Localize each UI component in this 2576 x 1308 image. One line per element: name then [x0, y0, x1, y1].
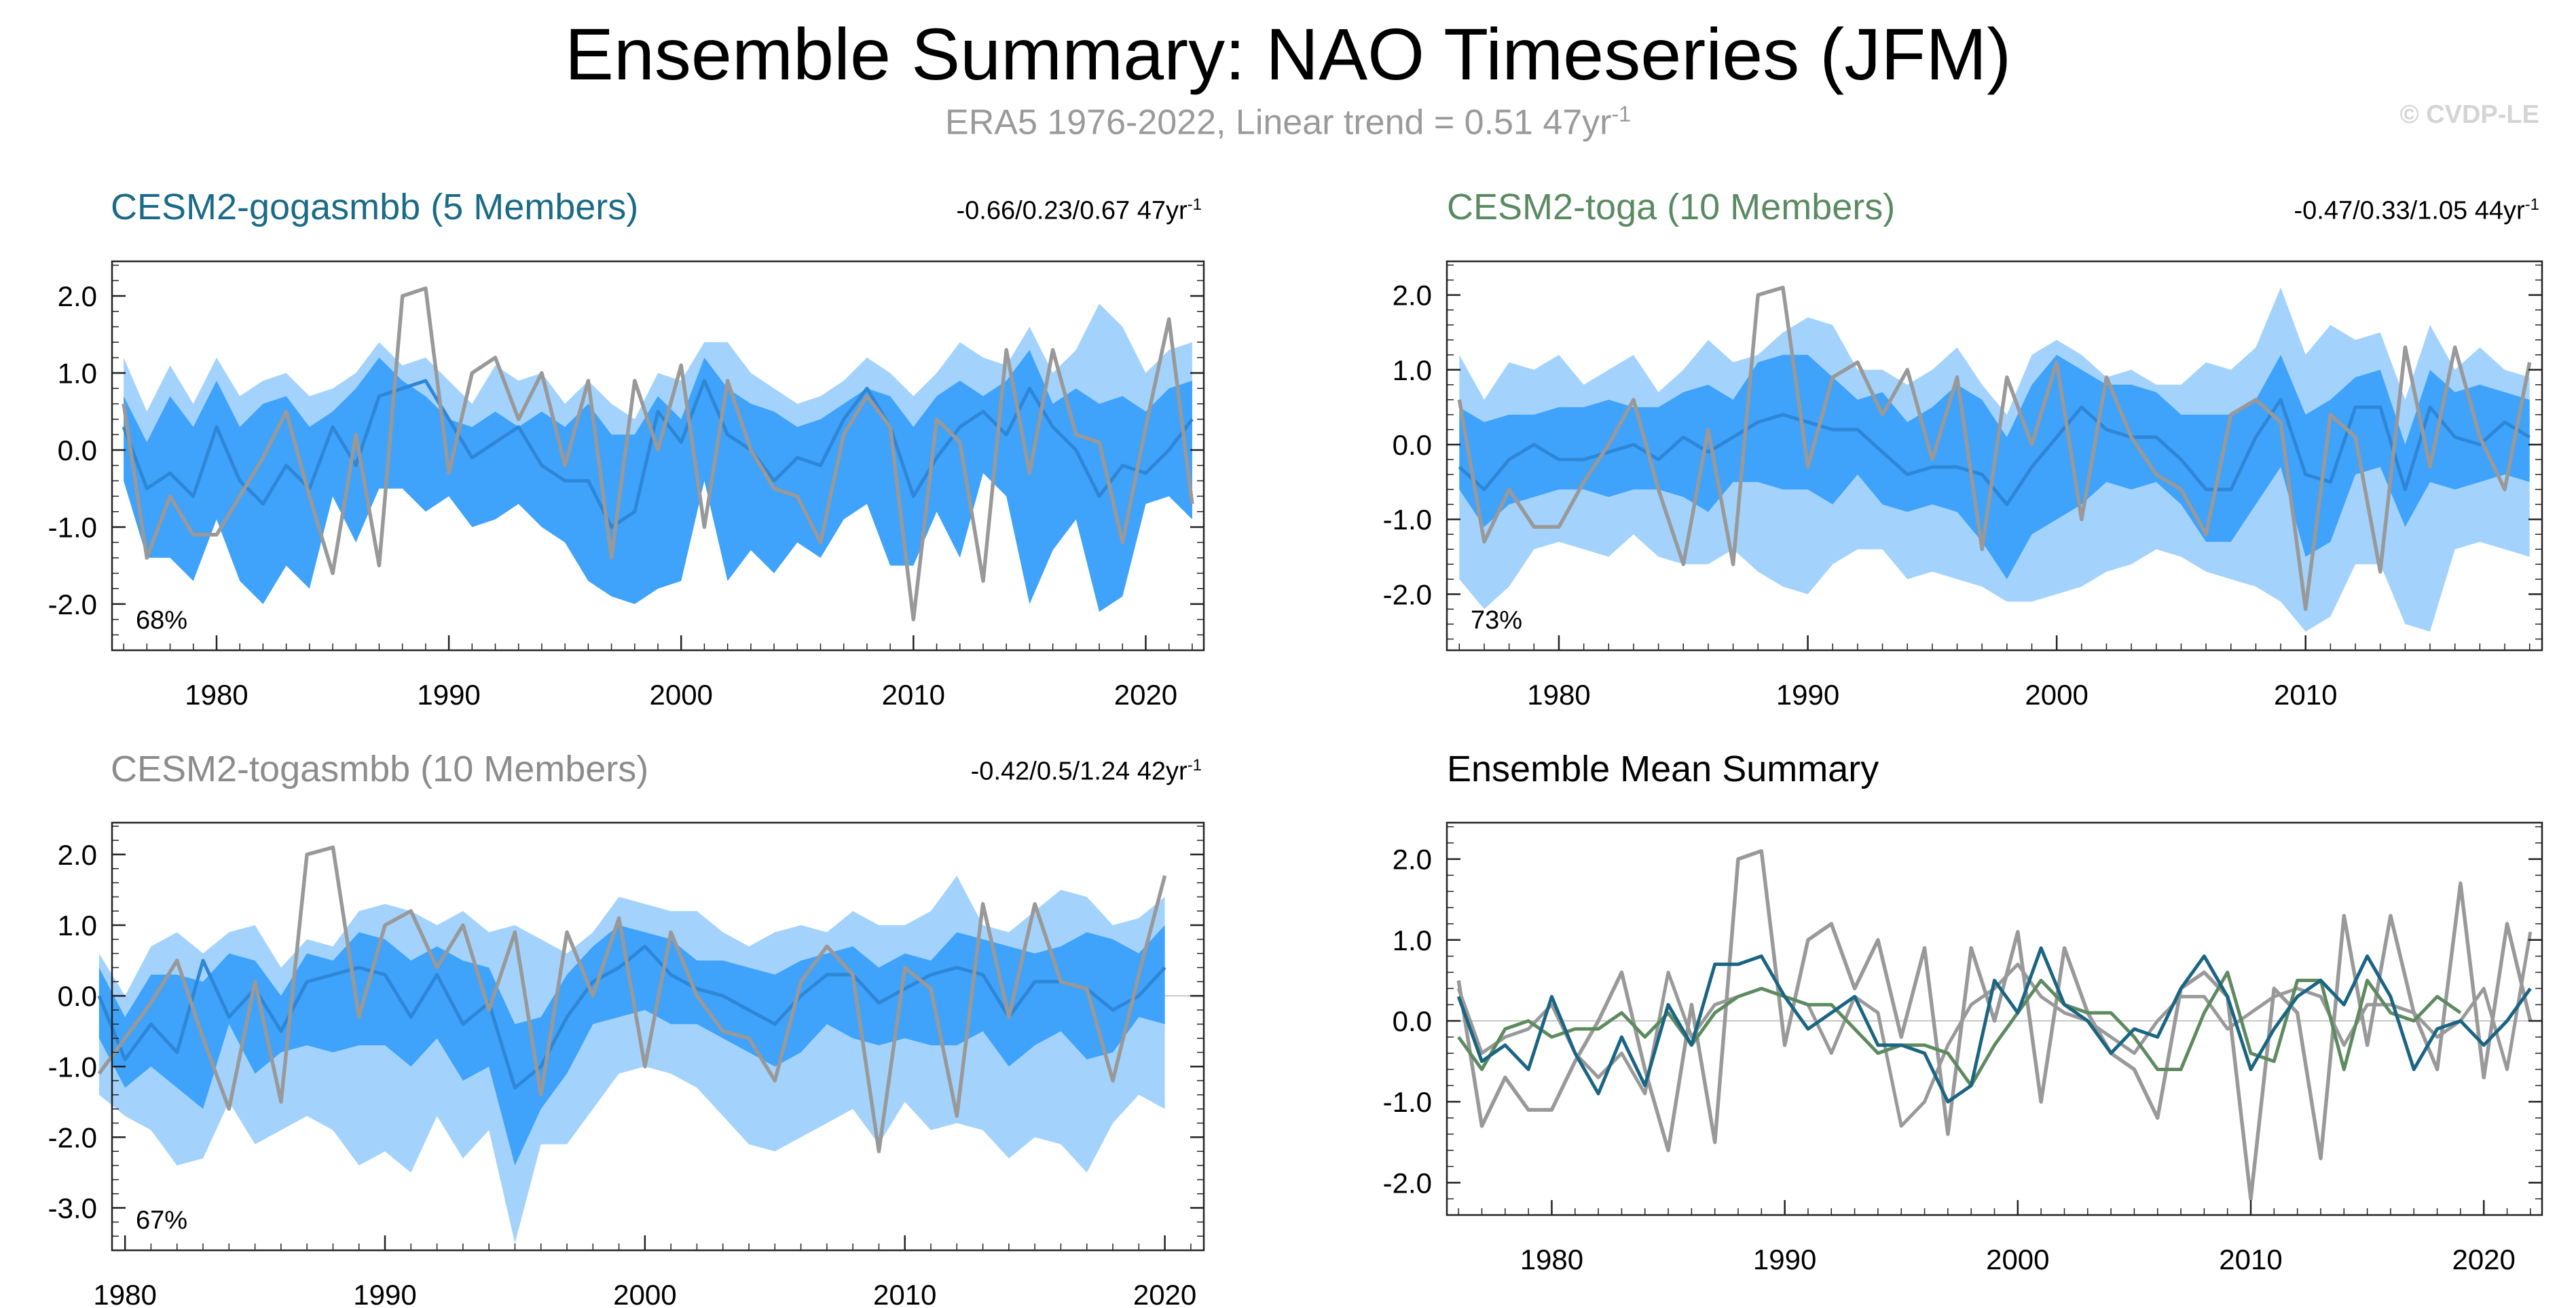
panel-2-title: CESM2-toga (10 Members)	[1447, 187, 1896, 227]
main-title: Ensemble Summary: NAO Timeseries (JFM)	[564, 13, 2012, 95]
y-tick-label: 2.0	[1393, 280, 1432, 312]
x-tick-label: 2020	[1133, 1279, 1196, 1308]
x-tick-label: 2000	[2025, 679, 2088, 711]
y-tick-label: -1.0	[1383, 1086, 1432, 1118]
panel-1-plot: 2.0 1.0 0.0 -1.0 -2.0 1980 1990 2000 2010 2020 68%	[48, 260, 1205, 711]
subtitle-exponent: -1	[1611, 102, 1631, 126]
x-tick-label: 1980	[93, 1279, 156, 1308]
y-tick-label: 1.0	[58, 910, 97, 941]
watermark: © CVDP-LE	[2399, 100, 2539, 129]
y-tick-label: -2.0	[1383, 1167, 1432, 1199]
x-tick-label: 1980	[1527, 679, 1590, 711]
ensemble-mean-line	[97, 944, 1166, 1089]
x-tick-label: 1980	[185, 679, 248, 711]
y-tick-label: 0.0	[58, 980, 97, 1012]
era5-obs-line	[122, 286, 1194, 622]
panel-2-plot: 2.0 1.0 0.0 -1.0 -2.0 1980 1990 2000 2010 73%	[1383, 260, 2543, 711]
panel-1-title: CESM2-gogasmbb (5 Members)	[111, 187, 639, 227]
x-tick-label: 2000	[649, 679, 712, 711]
panel-1-stats-exponent: -1	[1187, 195, 1202, 214]
subtitle-text: ERA5 1976-2022, Linear trend = 0.51 47yr	[945, 102, 1612, 143]
panel-3-stats-text: -0.42/0.5/1.24 42yr	[970, 757, 1188, 786]
panel-1-stats: -0.66/0.23/0.67 47yr-1	[957, 197, 1202, 224]
ensemble-mean-line	[122, 379, 1194, 529]
toga-mean-line	[1457, 971, 2462, 1087]
panel-2-stats-exponent: -1	[2524, 195, 2539, 214]
y-tick-label: -1.0	[48, 511, 97, 543]
ensemble-interquartile-band	[98, 925, 1165, 1165]
x-tick-label: 2020	[1114, 679, 1177, 711]
x-tick-label: 1980	[1520, 1244, 1583, 1275]
x-tick-label: 1990	[1753, 1244, 1816, 1275]
panel-3-title: CESM2-togasmbb (10 Members)	[111, 749, 649, 789]
plot-frame	[111, 821, 1205, 1252]
y-tick-label: 1.0	[1393, 924, 1432, 956]
panel-percent-label: 68%	[136, 606, 187, 635]
y-tick-label: 2.0	[1393, 844, 1432, 876]
y-tick-label: 0.0	[1393, 429, 1432, 461]
y-tick-label: -1.0	[1383, 504, 1432, 536]
y-tick-label: 1.0	[1393, 354, 1432, 386]
x-tick-label: 2010	[882, 679, 945, 711]
x-tick-label: 2020	[2452, 1244, 2515, 1275]
x-tick-label: 2000	[1986, 1244, 2049, 1275]
plot-frame	[1446, 260, 2543, 652]
panel-3-plot: 2.0 1.0 0.0 -1.0 -2.0 -3.0 1980 1990 2000 2010 202…	[48, 821, 1205, 1308]
era5-obs-line	[1456, 848, 2533, 1201]
panel-1-stats-text: -0.66/0.23/0.67 47yr	[956, 196, 1188, 225]
y-tick-label: -3.0	[48, 1193, 97, 1225]
y-tick-label: 0.0	[58, 434, 97, 466]
panel-percent-label: 67%	[136, 1206, 187, 1235]
x-tick-label: 2010	[2274, 679, 2337, 711]
panel-percent-label: 73%	[1471, 606, 1522, 635]
x-tick-label: 1990	[1776, 679, 1839, 711]
y-tick-label: 0.0	[1393, 1005, 1432, 1037]
y-tick-label: 1.0	[58, 358, 97, 390]
y-tick-label: -1.0	[48, 1051, 97, 1083]
y-tick-label: -2.0	[1383, 578, 1432, 610]
x-tick-label: 2000	[613, 1279, 676, 1308]
panel-2-stats-text: -0.47/0.33/1.05 44yr	[2294, 196, 2525, 225]
era5-obs-line	[1457, 285, 2532, 612]
x-tick-label: 2010	[2219, 1244, 2282, 1275]
y-tick-label: -2.0	[48, 1121, 97, 1153]
panel-4-title: Ensemble Mean Summary	[1447, 749, 1879, 789]
gray-mean-line	[1456, 931, 2533, 1128]
era5-obs-line	[97, 845, 1167, 1153]
y-tick-label: 2.0	[58, 280, 97, 312]
ensemble-mean-line	[1458, 398, 2531, 506]
subtitle: ERA5 1976-2022, Linear trend = 0.51 47yr…	[0, 102, 2576, 143]
x-tick-label: 2010	[873, 1279, 936, 1308]
panel-3-stats: -0.42/0.5/1.24 42yr-1	[971, 758, 1202, 785]
x-tick-label: 1990	[417, 679, 480, 711]
panel-4-plot: 2.0 1.0 0.0 -1.0 -2.0 1980 1990 2000 2010 2020	[1383, 821, 2543, 1275]
y-tick-label: -2.0	[48, 588, 97, 620]
x-tick-label: 1990	[353, 1279, 416, 1308]
y-tick-label: 2.0	[58, 839, 97, 871]
panel-2-stats: -0.47/0.33/1.05 44yr-1	[2294, 197, 2539, 224]
panel-3-stats-exponent: -1	[1187, 756, 1202, 774]
gogasmbb-mean-line	[1456, 946, 2532, 1104]
